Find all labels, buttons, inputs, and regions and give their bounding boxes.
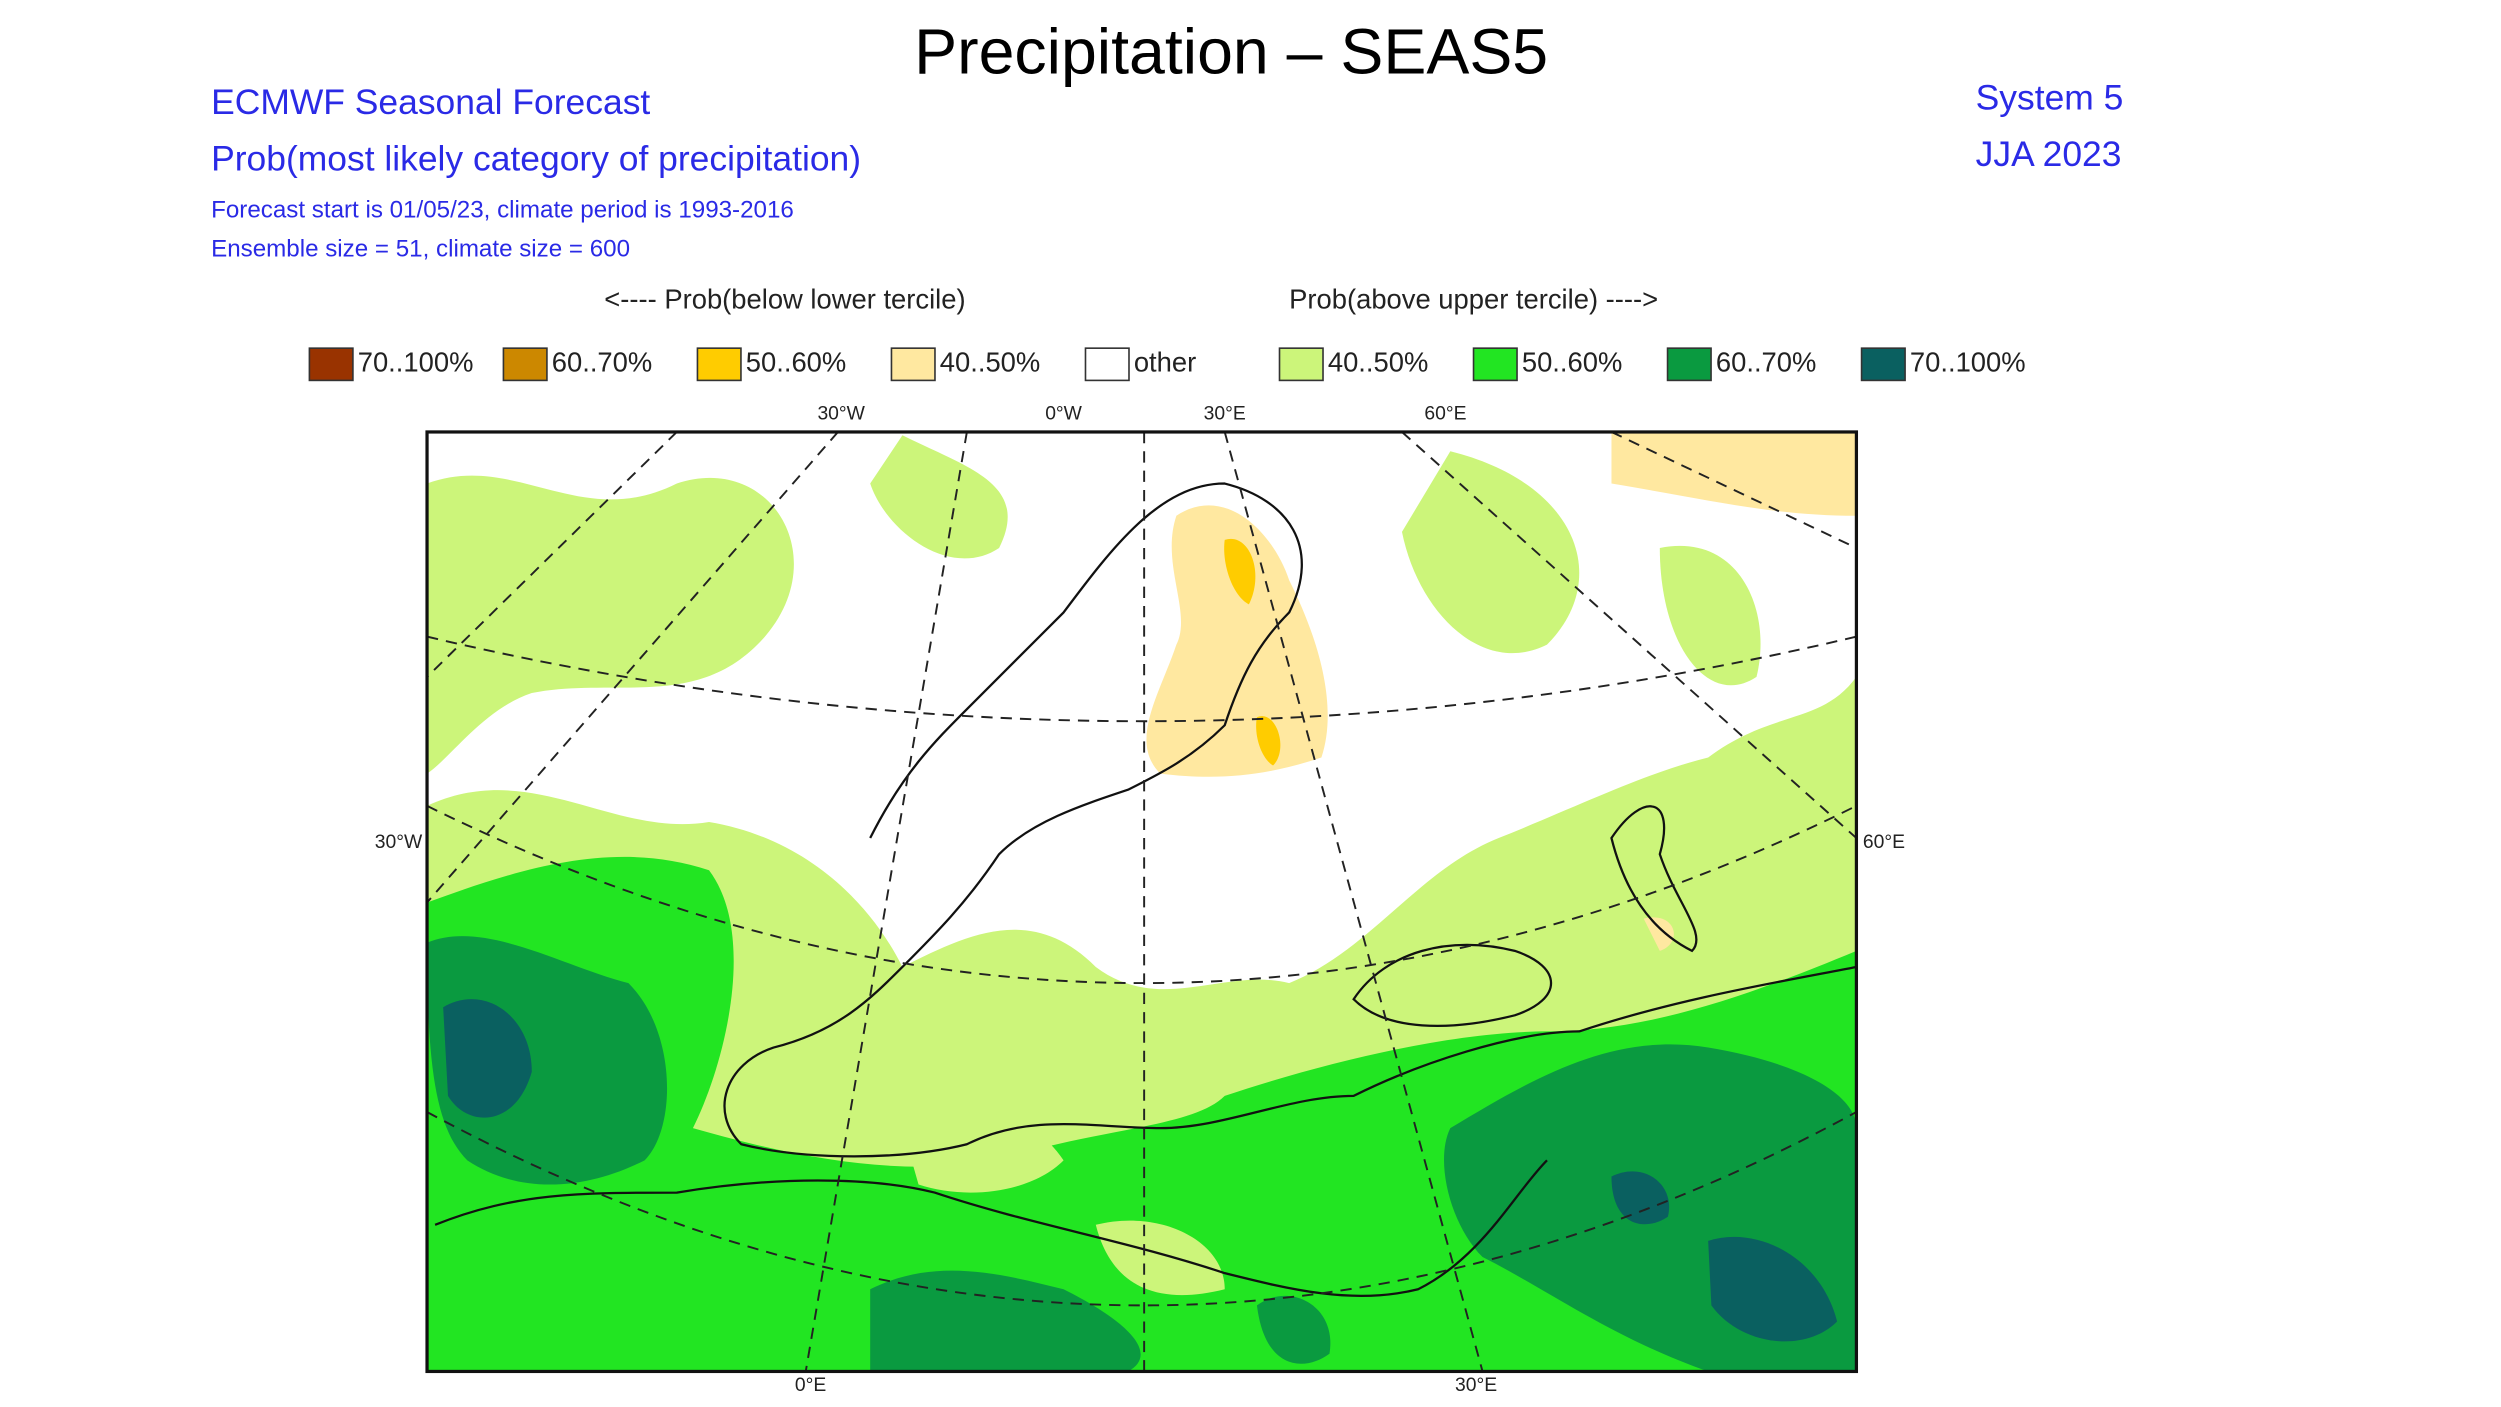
coastline xyxy=(1610,805,1698,953)
legend-label: 40..50% xyxy=(940,347,1040,378)
region xyxy=(1224,538,1256,605)
map-label: 0°W xyxy=(1045,403,1082,424)
legend-label: 60..70% xyxy=(552,347,652,378)
legend-label: other xyxy=(1134,347,1196,378)
map-label: 60°E xyxy=(1424,403,1466,424)
region xyxy=(1146,505,1328,777)
map-label: 30°W xyxy=(375,832,423,853)
legend-swatch xyxy=(502,347,548,382)
header-line: Ensemble size = 51, climate size = 600 xyxy=(211,235,630,262)
legend-label: 50..60% xyxy=(746,347,846,378)
coastline xyxy=(434,1159,1548,1298)
coastline xyxy=(723,482,1857,1158)
region xyxy=(870,1270,1141,1372)
legend-swatch xyxy=(890,347,936,382)
header-line: ECMWF Seasonal Forecast xyxy=(211,82,650,122)
legend-label: 70..100% xyxy=(358,347,474,378)
map-label: 30°W xyxy=(817,403,865,424)
header-line: System 5 xyxy=(1976,77,2124,117)
map-frame xyxy=(425,430,1859,1374)
legend-label: 70..100% xyxy=(1910,347,2026,378)
legend-swatch xyxy=(1472,347,1518,382)
legend-label: 50..60% xyxy=(1522,347,1622,378)
map-labels: 30°W 0°W 30°E 60°E 30°W 60°E 0°E 30°E xyxy=(375,403,1905,1396)
legend-label: 40..50% xyxy=(1328,347,1428,378)
region xyxy=(1256,1295,1331,1364)
header-line: Forecast start is 01/05/23, climate peri… xyxy=(211,197,794,224)
map-label: 30°E xyxy=(1455,1375,1497,1396)
legend-swatch xyxy=(1278,347,1324,382)
graticule xyxy=(1223,431,1484,1372)
region xyxy=(427,936,668,1185)
legend-title: Prob(above upper tercile) ----> xyxy=(1289,284,1658,315)
legend-title: <---- Prob(below lower tercile) xyxy=(604,284,965,315)
header-line: JJA 2023 xyxy=(1976,134,2122,174)
legend-swatch xyxy=(696,347,742,382)
graticule xyxy=(427,804,1857,985)
map-label: 60°E xyxy=(1863,832,1905,853)
map-label: 0°E xyxy=(795,1375,826,1396)
legend-swatch xyxy=(1084,347,1130,382)
region xyxy=(427,475,794,774)
legend-swatch xyxy=(1860,347,1906,382)
legend-label: 60..70% xyxy=(1716,347,1816,378)
region xyxy=(1095,1220,1225,1296)
region xyxy=(870,435,1008,559)
coastline xyxy=(1352,943,1553,1028)
legend-swatch xyxy=(308,347,354,382)
region xyxy=(1611,1171,1670,1225)
region xyxy=(1256,716,1281,766)
region xyxy=(1401,451,1580,654)
graticule xyxy=(1611,431,1857,549)
map xyxy=(427,431,1857,1372)
region xyxy=(902,1111,1064,1193)
region xyxy=(1708,1236,1838,1342)
region xyxy=(443,999,532,1118)
title: Precipitation – SEAS5 xyxy=(914,16,1548,88)
map-label: 30°E xyxy=(1204,403,1246,424)
graticule xyxy=(804,431,968,1372)
region xyxy=(1643,917,1674,951)
region xyxy=(1611,431,1857,516)
graticule xyxy=(427,1111,1857,1307)
legend-swatch xyxy=(1666,347,1712,382)
header-line: Prob(most likely category of precipitati… xyxy=(211,139,861,179)
graticule xyxy=(1401,431,1857,839)
graticule xyxy=(427,431,678,678)
legend: 70..100% 60..70% 50..60% 40..50% other 40..50… xyxy=(308,347,2026,382)
graticule xyxy=(427,635,1857,723)
region xyxy=(1659,545,1761,686)
graticule xyxy=(427,431,839,904)
